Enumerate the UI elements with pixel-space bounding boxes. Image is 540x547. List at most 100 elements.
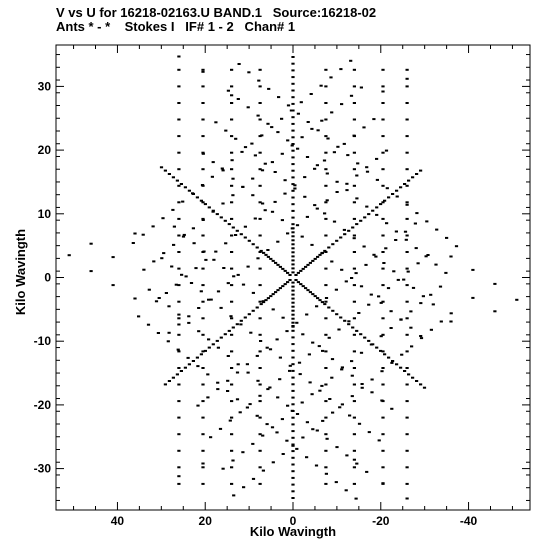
uv-point (324, 300, 328, 303)
uv-point (365, 205, 369, 208)
uv-point (230, 234, 234, 237)
uv-point (194, 267, 198, 270)
uv-point (211, 161, 215, 164)
uv-point (395, 363, 399, 366)
uv-point (352, 300, 356, 303)
uv-point (283, 192, 287, 195)
uv-point (164, 292, 168, 294)
uv-point (291, 356, 295, 359)
uv-point (294, 274, 298, 276)
uv-point (340, 103, 344, 106)
uv-point (291, 96, 295, 99)
uv-point (405, 300, 409, 303)
uv-point (362, 245, 366, 248)
uv-point (276, 289, 280, 292)
uv-point (395, 189, 399, 192)
uv-point (352, 118, 356, 121)
uv-point (276, 396, 280, 399)
uv-point (299, 269, 303, 272)
uv-point (381, 102, 385, 104)
uv-point (382, 262, 386, 264)
uv-point (230, 251, 234, 253)
uv-point (318, 389, 322, 392)
uv-point (360, 383, 364, 385)
uv-point (269, 295, 273, 298)
uv-point (352, 234, 356, 237)
uv-point (177, 383, 181, 386)
uv-point (403, 370, 407, 372)
uv-point (230, 68, 234, 71)
uv-point (271, 259, 275, 262)
uv-point (283, 283, 287, 286)
uv-point (301, 436, 305, 439)
uv-point (351, 226, 355, 229)
uv-point (405, 102, 409, 104)
uv-point (291, 129, 295, 132)
uv-point (324, 151, 328, 154)
uv-point (265, 346, 269, 349)
uv-point (270, 210, 275, 213)
uv-point (381, 217, 385, 220)
uv-point (311, 428, 315, 431)
uv-point (324, 85, 328, 88)
uv-point (405, 234, 409, 237)
uv-point (201, 400, 205, 403)
uv-point (67, 254, 71, 257)
uv-point (439, 320, 443, 323)
uv-point (304, 265, 308, 268)
uv-point (391, 193, 395, 195)
uv-point (350, 360, 354, 363)
uv-point (301, 333, 305, 336)
uv-point (179, 183, 183, 185)
uv-point (356, 162, 360, 165)
uv-point (381, 118, 385, 121)
uv-point (363, 336, 367, 339)
uv-point (230, 400, 234, 403)
uv-point (275, 431, 279, 434)
uv-point (283, 269, 287, 272)
uv-point (166, 340, 170, 343)
uv-point (352, 251, 356, 253)
uv-point (266, 122, 270, 125)
uv-point (330, 260, 334, 263)
uv-point (445, 236, 449, 239)
uv-point (291, 343, 295, 346)
uv-point (354, 272, 358, 275)
uv-point (291, 196, 295, 199)
uv-point (335, 239, 339, 242)
uv-point (268, 386, 272, 389)
uv-point (316, 297, 320, 300)
uv-point (177, 151, 181, 154)
uv-point (186, 356, 190, 359)
uv-point (230, 102, 234, 104)
uv-point (402, 278, 406, 281)
uv-point (381, 333, 385, 336)
uv-point (291, 281, 295, 284)
uv-point (201, 462, 205, 465)
uv-point (380, 399, 384, 402)
uv-point (300, 136, 304, 139)
axis-ticks (56, 45, 530, 510)
uv-point (245, 363, 249, 366)
uv-point (324, 201, 328, 204)
uv-point (251, 477, 256, 480)
uv-point (280, 117, 284, 120)
uv-point (291, 416, 295, 419)
uv-point (160, 257, 164, 260)
uv-point (291, 450, 295, 453)
uv-point (326, 137, 330, 140)
uv-point (367, 431, 371, 434)
uv-point (321, 349, 325, 352)
uv-point (381, 416, 385, 419)
uv-point (183, 366, 187, 369)
uv-point (381, 267, 385, 270)
uv-point (352, 217, 356, 220)
uv-point (285, 330, 289, 333)
uv-point (258, 251, 262, 253)
uv-point (291, 82, 295, 85)
uv-point (201, 85, 205, 88)
uv-point (355, 174, 359, 177)
uv-point (161, 217, 165, 220)
uv-point (405, 85, 409, 88)
uv-point (216, 381, 220, 384)
